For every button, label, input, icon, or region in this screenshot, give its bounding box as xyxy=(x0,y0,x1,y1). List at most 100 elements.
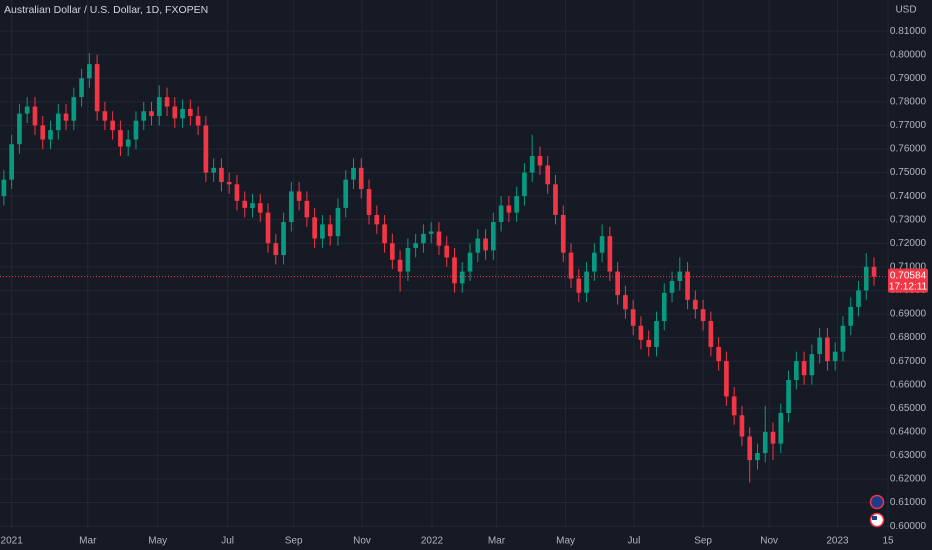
candle-body xyxy=(817,337,822,355)
candle-body xyxy=(358,167,364,190)
y-tick-label: 0.80000 xyxy=(890,49,927,60)
candle-body xyxy=(584,271,589,293)
candle-body xyxy=(459,271,465,284)
x-tick-label: Nov xyxy=(760,536,778,547)
candle-body xyxy=(390,243,395,260)
candle-body xyxy=(87,64,92,79)
candle-body xyxy=(273,243,279,256)
candle-body xyxy=(397,259,403,272)
candle-body xyxy=(747,436,753,461)
candle-body xyxy=(63,113,69,121)
candle-body xyxy=(809,354,815,376)
candle-body xyxy=(203,125,209,173)
candle-body xyxy=(94,64,100,112)
candle-body xyxy=(366,189,372,215)
y-tick-label: 0.77000 xyxy=(890,120,927,131)
candles xyxy=(0,53,888,483)
candle-body xyxy=(840,325,846,352)
candle-body xyxy=(545,165,551,185)
candle-body xyxy=(553,184,558,215)
candle-body xyxy=(421,233,426,244)
candle-body xyxy=(79,78,84,98)
candle-body xyxy=(615,271,620,296)
y-tick-label: 0.62000 xyxy=(890,474,927,485)
candle-body xyxy=(172,106,178,119)
x-tick-label: 2023 xyxy=(826,536,849,547)
candle-body xyxy=(638,325,644,340)
x-tick-label: Mar xyxy=(488,536,506,547)
y-tick-label: 0.65000 xyxy=(890,403,927,414)
x-tick-label: Jul xyxy=(628,536,641,547)
candle-body xyxy=(654,321,659,347)
candle-body xyxy=(304,200,310,218)
candle-body xyxy=(9,144,14,180)
y-tick-label: 0.79000 xyxy=(890,73,927,84)
candle-body xyxy=(343,179,349,208)
candle-body xyxy=(475,238,481,253)
candle-body xyxy=(708,321,714,347)
x-tick-label: May xyxy=(556,536,575,547)
candle-body xyxy=(405,247,411,272)
candle-body xyxy=(607,236,613,272)
candle-body xyxy=(141,111,147,121)
candle-body xyxy=(335,207,341,237)
candle-body xyxy=(498,205,504,223)
flag-icons xyxy=(869,494,885,528)
candle-body xyxy=(1,179,7,197)
candle-body xyxy=(778,412,784,444)
x-tick-label: Jul xyxy=(221,536,234,547)
x-tick-label: Sep xyxy=(694,536,712,547)
candle-body xyxy=(195,115,201,126)
candle-body xyxy=(871,266,877,277)
y-tick-label: 0.78000 xyxy=(890,96,927,107)
candle-body xyxy=(576,278,582,293)
candle-body xyxy=(856,290,861,307)
candle-body xyxy=(537,156,543,166)
candle-body xyxy=(312,217,317,239)
y-tick-label: 0.75000 xyxy=(890,167,927,178)
candle-body xyxy=(156,97,162,116)
candle-body xyxy=(219,167,224,182)
candle-body xyxy=(413,243,418,248)
y-tick-label: 0.72000 xyxy=(890,238,927,249)
candle-body xyxy=(646,339,652,347)
candle-body xyxy=(374,214,380,225)
countdown-label: 17:12:11 xyxy=(889,281,928,292)
candle-body xyxy=(863,266,869,291)
candle-body xyxy=(755,453,760,461)
x-tick-label: Nov xyxy=(353,536,371,547)
x-tick-label: Mar xyxy=(79,536,97,547)
grid xyxy=(0,0,889,528)
candle-body xyxy=(180,108,185,119)
candle-body xyxy=(351,167,356,180)
candle-body xyxy=(24,106,30,114)
candle-body xyxy=(716,346,721,362)
candle-body xyxy=(149,111,154,116)
candle-body xyxy=(529,156,535,173)
usd-flag-canton xyxy=(872,516,877,520)
candle-body xyxy=(506,205,512,213)
candle-body xyxy=(382,224,387,244)
candle-body xyxy=(289,191,294,223)
candle-body xyxy=(32,106,38,126)
y-tick-label: 0.68000 xyxy=(890,332,927,343)
candle-body xyxy=(110,120,115,131)
aud-flag xyxy=(869,494,885,510)
x-tick-label: 2021 xyxy=(1,536,24,547)
candle-body xyxy=(102,111,108,121)
candle-body xyxy=(685,271,690,300)
x-tick-label: 15 xyxy=(882,536,894,547)
candle-body xyxy=(17,113,22,145)
candle-body xyxy=(444,245,450,258)
candle-body xyxy=(467,252,473,272)
candle-body xyxy=(786,379,791,413)
candle-body xyxy=(188,108,193,116)
candle-body xyxy=(700,309,706,322)
candle-body xyxy=(250,203,255,208)
candle-body xyxy=(320,224,325,239)
candle-body xyxy=(770,431,776,444)
candle-body xyxy=(522,172,527,197)
candle-body xyxy=(133,120,139,140)
candle-body xyxy=(793,361,799,380)
candle-body xyxy=(560,214,566,253)
